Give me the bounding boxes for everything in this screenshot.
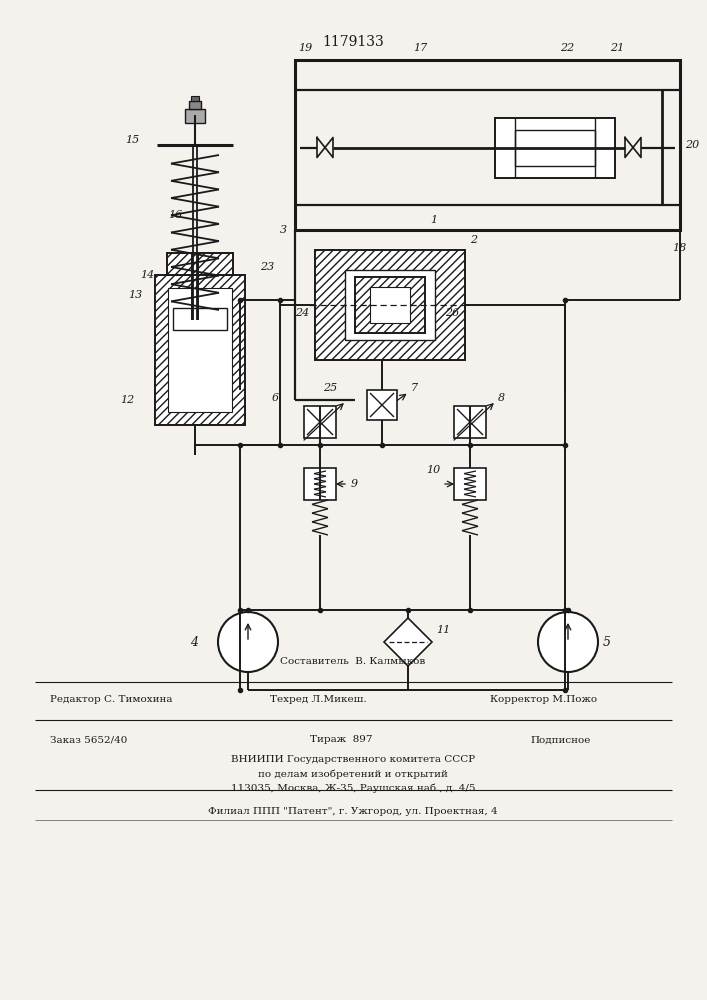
Bar	[304, 468, 336, 500]
Text: Подписное: Подписное	[530, 736, 590, 744]
Text: 3: 3	[280, 225, 287, 235]
Text: 13: 13	[128, 290, 142, 300]
Circle shape	[218, 612, 278, 672]
Text: по делам изобретений и открытий: по делам изобретений и открытий	[258, 769, 448, 779]
Text: 2: 2	[470, 235, 477, 245]
Text: 19: 19	[298, 43, 312, 53]
Text: Филиал ППП "Патент", г. Ужгород, ул. Проектная, 4: Филиал ППП "Патент", г. Ужгород, ул. Про…	[208, 808, 498, 816]
Bar	[168, 288, 232, 412]
Bar	[295, 60, 680, 230]
Bar	[189, 101, 201, 109]
Text: 14: 14	[140, 270, 154, 280]
Bar	[304, 406, 336, 438]
Bar	[370, 287, 410, 323]
Text: 1179133: 1179133	[322, 35, 384, 49]
Text: 6: 6	[272, 393, 279, 403]
Text: 15: 15	[125, 135, 139, 145]
Text: 17: 17	[413, 43, 427, 53]
Circle shape	[538, 612, 598, 672]
Text: 10: 10	[426, 465, 440, 475]
Text: Тираж  897: Тираж 897	[310, 736, 373, 744]
Text: 21: 21	[610, 43, 624, 53]
Text: Составитель  В. Калмыков: Составитель В. Калмыков	[281, 658, 426, 666]
Text: 22: 22	[560, 43, 574, 53]
Text: 9: 9	[351, 479, 358, 489]
Bar	[367, 390, 397, 420]
Bar	[191, 96, 199, 101]
Text: 16: 16	[168, 210, 182, 220]
Text: 113035, Москва, Ж-35, Раушская наб., д. 4/5: 113035, Москва, Ж-35, Раушская наб., д. …	[230, 783, 475, 793]
Bar	[515, 129, 595, 165]
Polygon shape	[384, 618, 432, 666]
Bar	[315, 250, 465, 360]
Text: Корректор М.Пожо: Корректор М.Пожо	[490, 696, 597, 704]
Bar	[173, 308, 227, 330]
Text: Заказ 5652/40: Заказ 5652/40	[50, 736, 127, 744]
Text: 11: 11	[436, 625, 450, 635]
Text: 4: 4	[190, 636, 198, 648]
Text: 24: 24	[295, 308, 309, 318]
Text: 7: 7	[411, 383, 418, 393]
Bar	[454, 468, 486, 500]
Bar	[495, 117, 615, 178]
Text: Техред Л.Микеш.: Техред Л.Микеш.	[270, 696, 367, 704]
Text: 25: 25	[323, 383, 337, 393]
Text: 26: 26	[445, 308, 460, 318]
Bar	[454, 406, 486, 438]
Text: 20: 20	[685, 140, 699, 150]
Bar	[155, 275, 245, 425]
Text: 12: 12	[120, 395, 134, 405]
Bar	[185, 109, 205, 123]
Text: 8: 8	[498, 393, 505, 403]
Bar	[167, 253, 233, 275]
Bar	[355, 277, 425, 333]
Bar	[345, 270, 435, 340]
Text: 23: 23	[260, 262, 274, 272]
Text: 18: 18	[672, 243, 686, 253]
Text: 1: 1	[430, 215, 437, 225]
Text: ВНИИПИ Государственного комитета СССР: ВНИИПИ Государственного комитета СССР	[231, 756, 475, 764]
Text: 5: 5	[603, 636, 611, 648]
Text: Редактор С. Тимохина: Редактор С. Тимохина	[50, 696, 173, 704]
